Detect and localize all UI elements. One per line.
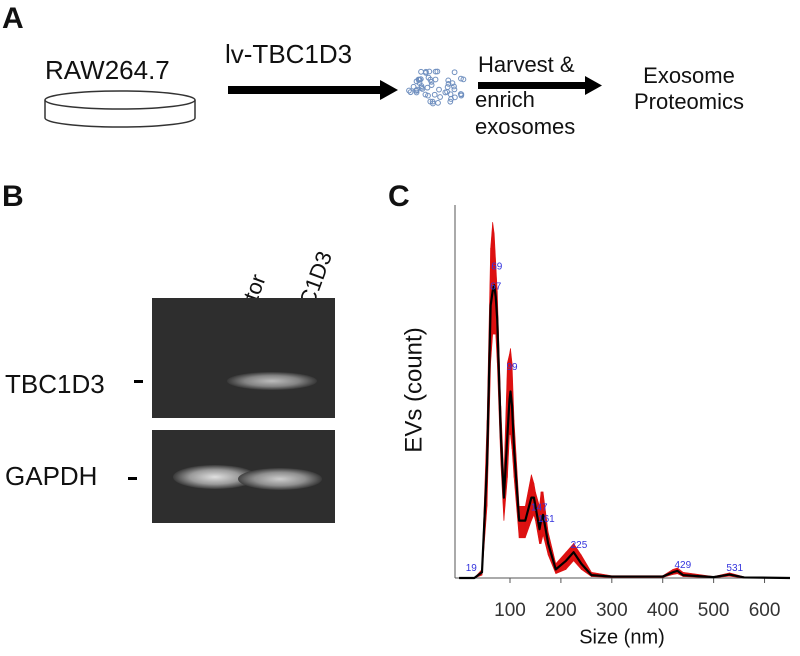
- arrow-head: [585, 76, 602, 95]
- peak-label: 161: [538, 514, 555, 525]
- x-tick-label: 100: [494, 600, 526, 621]
- exosome-dot: [432, 68, 439, 75]
- exosome-dot: [406, 87, 412, 94]
- x-tick-label: 400: [647, 600, 679, 621]
- panel-letter: C: [388, 180, 410, 213]
- exosome-dot: [425, 92, 431, 99]
- arrow-shaft: [478, 82, 588, 89]
- exosome-dot: [460, 76, 467, 83]
- exosome-dot: [415, 76, 422, 83]
- exosome-dot: [451, 94, 458, 101]
- exosome-dot: [445, 80, 452, 87]
- exosome-dot: [407, 89, 414, 96]
- arrow-shaft: [228, 86, 383, 94]
- x-tick-label: 200: [545, 600, 577, 621]
- exosome-cluster: [406, 68, 467, 107]
- arrow: [228, 80, 398, 100]
- exosome-dot: [447, 98, 454, 105]
- gel-band: [227, 372, 317, 390]
- exosome-dot: [437, 94, 443, 100]
- exosome-dot: [436, 86, 442, 93]
- gel-image: [152, 298, 335, 418]
- y-axis-label: EVs (count): [400, 327, 427, 452]
- peak-label: 147: [531, 503, 548, 514]
- x-tick-label: 600: [749, 600, 781, 621]
- arrow-head: [380, 80, 398, 100]
- peak-label: 67: [490, 282, 502, 293]
- row-label: GAPDH: [5, 461, 97, 491]
- exosome-dot: [451, 83, 457, 90]
- peak-label: 531: [726, 563, 743, 574]
- panel-letter: A: [2, 2, 24, 35]
- exosome-dot: [431, 91, 438, 98]
- peak-label: 69: [491, 262, 503, 273]
- exosome-dot: [414, 86, 420, 93]
- exosome-dot: [445, 77, 452, 84]
- exosome-dot: [451, 69, 458, 76]
- row-tick: [134, 380, 143, 383]
- exosome-dot: [458, 92, 465, 99]
- step-text: enrich: [475, 87, 535, 112]
- x-tick-label: 500: [698, 600, 730, 621]
- panel-letter: B: [2, 180, 24, 213]
- step-text: exosomes: [475, 114, 575, 139]
- dish-top: [44, 90, 196, 110]
- exosome-dot: [416, 80, 423, 86]
- x-tick-label: 300: [596, 600, 628, 621]
- exosome-dot: [444, 84, 451, 90]
- x-axis-label: Size (nm): [579, 626, 665, 648]
- exosome-dot: [432, 76, 439, 83]
- exosome-dot: [447, 91, 454, 98]
- vector-label: lv-TBC1D3: [225, 39, 352, 69]
- arrow: [478, 76, 602, 95]
- peak-label: 225: [571, 540, 588, 551]
- exosome-dot: [425, 74, 432, 81]
- exosome-dot: [435, 99, 441, 106]
- exosome-dot: [442, 89, 449, 96]
- result-text: Proteomics: [634, 89, 744, 114]
- gel-band: [238, 468, 322, 490]
- row-tick: [128, 477, 137, 480]
- exosome-dot: [426, 68, 433, 75]
- row-label: TBC1D3: [5, 369, 105, 399]
- gel-band: [173, 465, 257, 489]
- mean-line: [459, 284, 791, 580]
- exosome-dot: [449, 80, 456, 87]
- step-text: Harvest &: [478, 52, 575, 77]
- exosome-dot: [428, 82, 435, 88]
- result-text: Exosome: [643, 63, 735, 88]
- culture-dish: [44, 90, 196, 128]
- error-band: [518, 505, 526, 539]
- peak-label: 99: [506, 362, 518, 373]
- exosome-dot: [418, 84, 425, 91]
- exosome-dot: [418, 68, 424, 75]
- cell-line: RAW264.7: [45, 55, 170, 85]
- exosome-dot: [451, 86, 458, 93]
- peak-label: 429: [674, 560, 691, 571]
- peak-label: 19: [466, 563, 478, 574]
- exosome-dot: [424, 84, 431, 91]
- exosome-dot: [430, 100, 436, 107]
- exosome-dot: [458, 75, 464, 82]
